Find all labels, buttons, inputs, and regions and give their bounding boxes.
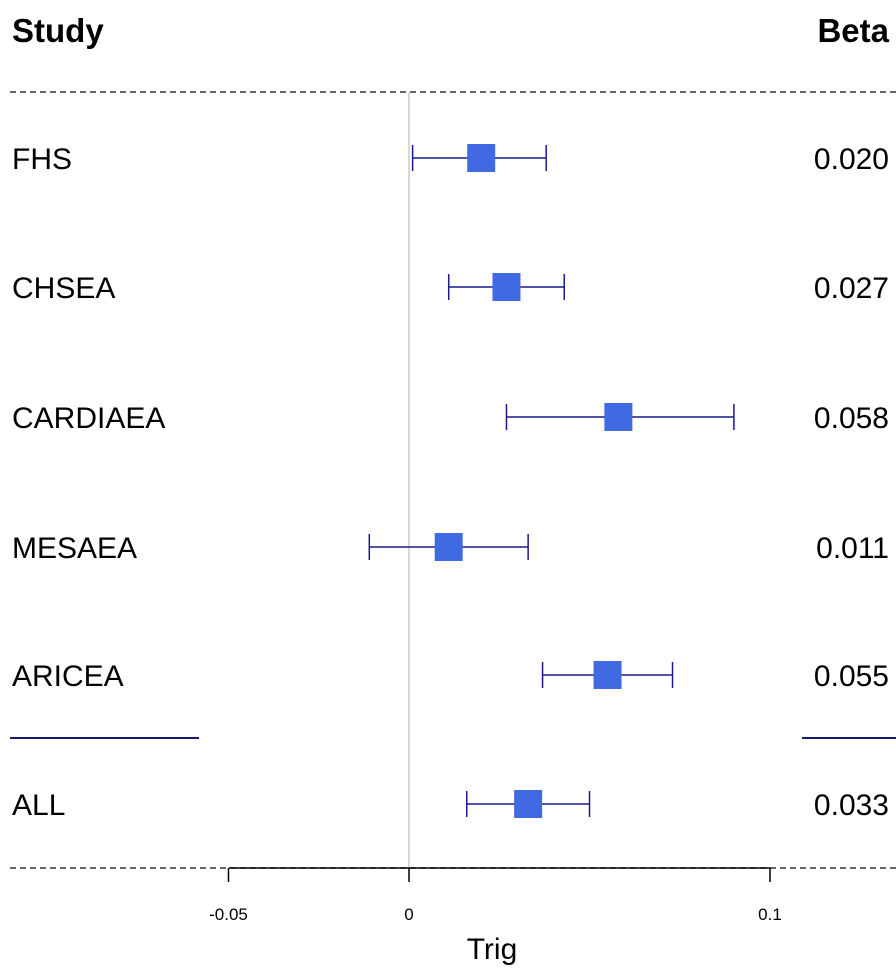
beta-value-cardiaea: 0.058: [814, 402, 889, 435]
beta-value-aricea: 0.055: [814, 660, 889, 693]
study-rows: FHS 0.020 CHSEA 0.027 CARDIAEA 0.058 MESAEA 0.0…: [12, 143, 889, 822]
study-label-cardiaea: CARDIAEA: [12, 402, 165, 435]
point-estimate-chsea: [492, 273, 521, 301]
study-label-mesaea: MESAEA: [12, 532, 137, 565]
point-estimate-mesaea: [434, 533, 463, 561]
point-estimate-all: [514, 790, 543, 818]
study-label-fhs: FHS: [12, 143, 72, 176]
x-tick-label: 0.1: [758, 905, 782, 924]
x-axis-ticks: -0.05 0 0.1: [209, 868, 782, 924]
beta-value-chsea: 0.027: [814, 272, 889, 305]
point-estimate-cardiaea: [604, 403, 633, 431]
beta-value-fhs: 0.020: [814, 143, 889, 176]
beta-header: Beta: [817, 12, 889, 49]
beta-value-all: 0.033: [814, 789, 889, 822]
point-estimate-aricea: [593, 661, 622, 689]
x-axis-title: Trig: [467, 933, 518, 966]
x-tick-label: 0: [404, 905, 413, 924]
x-tick-label: -0.05: [209, 905, 248, 924]
study-label-aricea: ARICEA: [12, 660, 124, 693]
point-estimate-fhs: [467, 144, 496, 172]
study-header: Study: [12, 12, 104, 49]
beta-value-mesaea: 0.011: [816, 532, 889, 565]
study-label-all: ALL: [12, 789, 65, 822]
study-label-chsea: CHSEA: [12, 272, 115, 305]
